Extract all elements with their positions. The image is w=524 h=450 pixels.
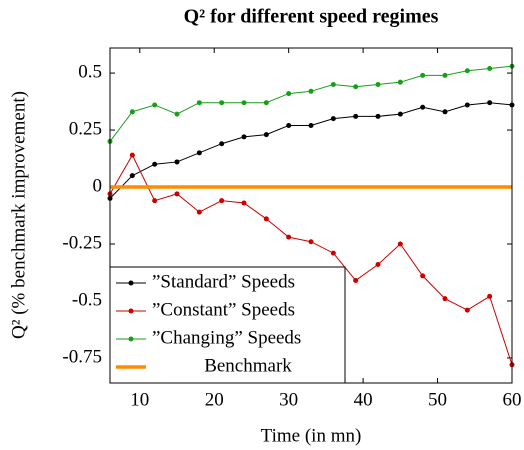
- point: [308, 88, 314, 94]
- point: [330, 116, 336, 122]
- x-tick-label: 60: [503, 389, 522, 410]
- point: [308, 122, 314, 128]
- y-tick-label: 0: [93, 175, 103, 196]
- point: [308, 239, 314, 245]
- point: [375, 261, 381, 267]
- point: [487, 66, 493, 72]
- point: [219, 198, 225, 204]
- y-tick-label: -0.25: [62, 232, 102, 253]
- legend-label: ”Standard” Speeds: [152, 271, 295, 292]
- point: [263, 216, 269, 222]
- y-tick-label: -0.75: [62, 346, 102, 367]
- point: [353, 84, 359, 90]
- point: [286, 234, 292, 240]
- y-tick-label: -0.5: [72, 289, 102, 310]
- point: [464, 68, 470, 74]
- point: [174, 111, 180, 117]
- point: [397, 79, 403, 85]
- point: [241, 200, 247, 206]
- legend-marker: [128, 336, 134, 342]
- point: [420, 273, 426, 279]
- point: [420, 104, 426, 110]
- series-line: [109, 102, 513, 199]
- point: [174, 159, 180, 165]
- x-tick-label: 40: [354, 389, 373, 410]
- point: [420, 72, 426, 78]
- point: [152, 198, 158, 204]
- point: [464, 102, 470, 108]
- y-tick-label: 0.25: [69, 118, 102, 139]
- point: [196, 209, 202, 215]
- point: [375, 113, 381, 119]
- point: [487, 293, 493, 299]
- x-tick-label: 50: [428, 389, 447, 410]
- point: [129, 152, 135, 158]
- point: [241, 100, 247, 106]
- point: [196, 100, 202, 106]
- point: [263, 132, 269, 138]
- point: [219, 100, 225, 106]
- legend-label: Benchmark: [204, 355, 292, 376]
- point: [241, 134, 247, 140]
- point: [375, 81, 381, 87]
- point: [219, 141, 225, 147]
- point: [442, 109, 448, 115]
- point: [330, 250, 336, 256]
- point: [487, 100, 493, 106]
- point: [353, 277, 359, 283]
- y-tick-label: 0.5: [78, 61, 102, 82]
- point: [397, 241, 403, 247]
- point: [330, 81, 336, 87]
- point: [442, 72, 448, 78]
- x-axis-label: Time (in mn): [261, 425, 362, 446]
- point: [129, 109, 135, 115]
- point: [286, 91, 292, 97]
- series-line: [109, 65, 513, 142]
- x-tick-label: 20: [205, 389, 224, 410]
- point: [152, 102, 158, 108]
- point: [464, 307, 470, 313]
- point: [263, 100, 269, 106]
- point: [152, 161, 158, 167]
- point: [174, 191, 180, 197]
- y-axis-label: Q² (% benchmark improvement): [8, 91, 29, 339]
- point: [353, 113, 359, 119]
- legend-marker: [128, 308, 134, 314]
- legend-box: [109, 266, 346, 384]
- legend-label: ”Constant” Speeds: [152, 299, 295, 320]
- x-tick-label: 10: [130, 389, 149, 410]
- legend-marker: [128, 280, 134, 286]
- point: [196, 150, 202, 156]
- x-tick-label: 30: [279, 389, 298, 410]
- point: [129, 173, 135, 179]
- point: [286, 122, 292, 128]
- point: [397, 111, 403, 117]
- chart-title: Q² for different speed regimes: [184, 6, 439, 28]
- legend-label: ”Changing” Speeds: [152, 327, 301, 348]
- point: [442, 296, 448, 302]
